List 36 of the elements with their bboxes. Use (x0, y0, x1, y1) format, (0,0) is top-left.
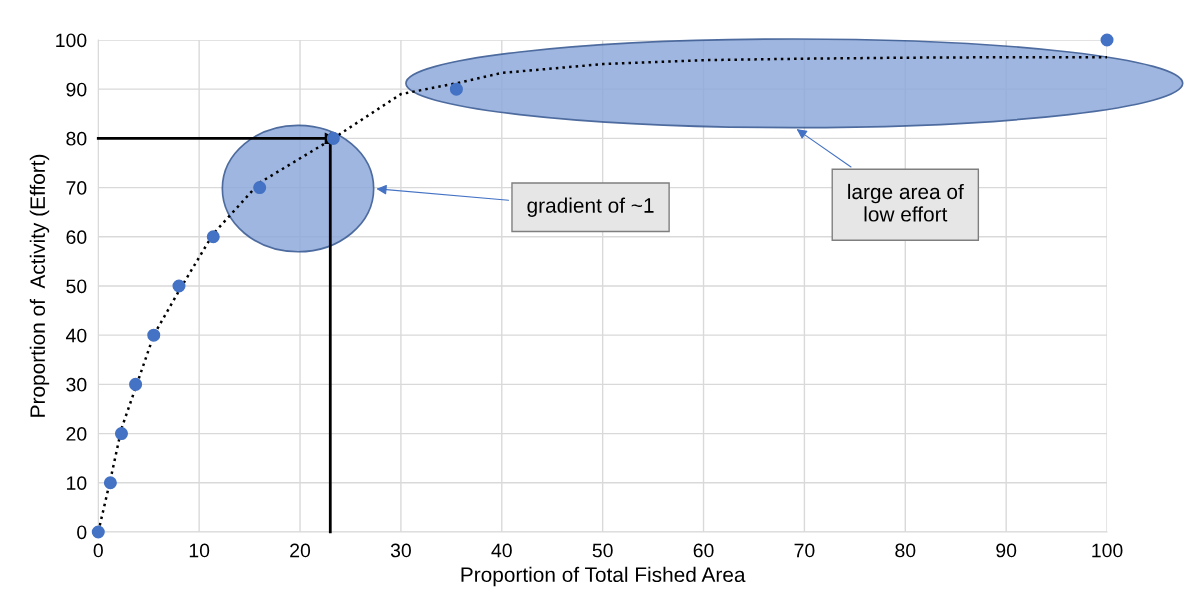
point (449, 82, 463, 96)
y-axis-title: Proportion of Activity (Effort) (29, 154, 50, 417)
y-tick-label: 30 (66, 377, 87, 392)
annotation: gradient of ~1 (527, 197, 654, 217)
x-tick-label: 100 (1092, 543, 1123, 558)
x-tick-label: 30 (390, 543, 411, 558)
point (206, 230, 220, 244)
y-tick-label: 90 (66, 82, 87, 97)
point (172, 279, 186, 293)
point (253, 181, 267, 195)
x-tick-label: 40 (491, 543, 512, 558)
point (129, 377, 143, 391)
y-tick-label: 50 (66, 279, 87, 294)
x-tick-label: 50 (592, 543, 613, 558)
x-axis-title: Proportion of Total Fished Area (461, 566, 746, 587)
y-tick-label: 80 (66, 131, 87, 146)
point (147, 328, 161, 342)
x-tick-label: 90 (996, 543, 1017, 558)
point (1100, 33, 1114, 47)
y-tick-label: 40 (65, 328, 87, 343)
x-tick-label: 0 (93, 543, 103, 558)
point (91, 525, 105, 539)
x-tick-label: 80 (895, 543, 916, 558)
point (103, 476, 117, 490)
x-tick-label: 10 (189, 543, 210, 558)
y-tick-label: 10 (67, 476, 87, 491)
x-tick-label: 20 (290, 543, 311, 558)
y-tick-label: 60 (66, 230, 87, 245)
x-tick-label: 60 (693, 543, 714, 558)
y-tick-label: 20 (66, 427, 87, 441)
point (114, 427, 128, 441)
y-tick-label: 70 (66, 181, 87, 195)
annotation: large area of low effort (848, 183, 964, 222)
x-tick-label: 70 (794, 543, 815, 558)
y-tick-label: 100 (56, 33, 87, 48)
y-tick-label: 0 (77, 525, 87, 540)
